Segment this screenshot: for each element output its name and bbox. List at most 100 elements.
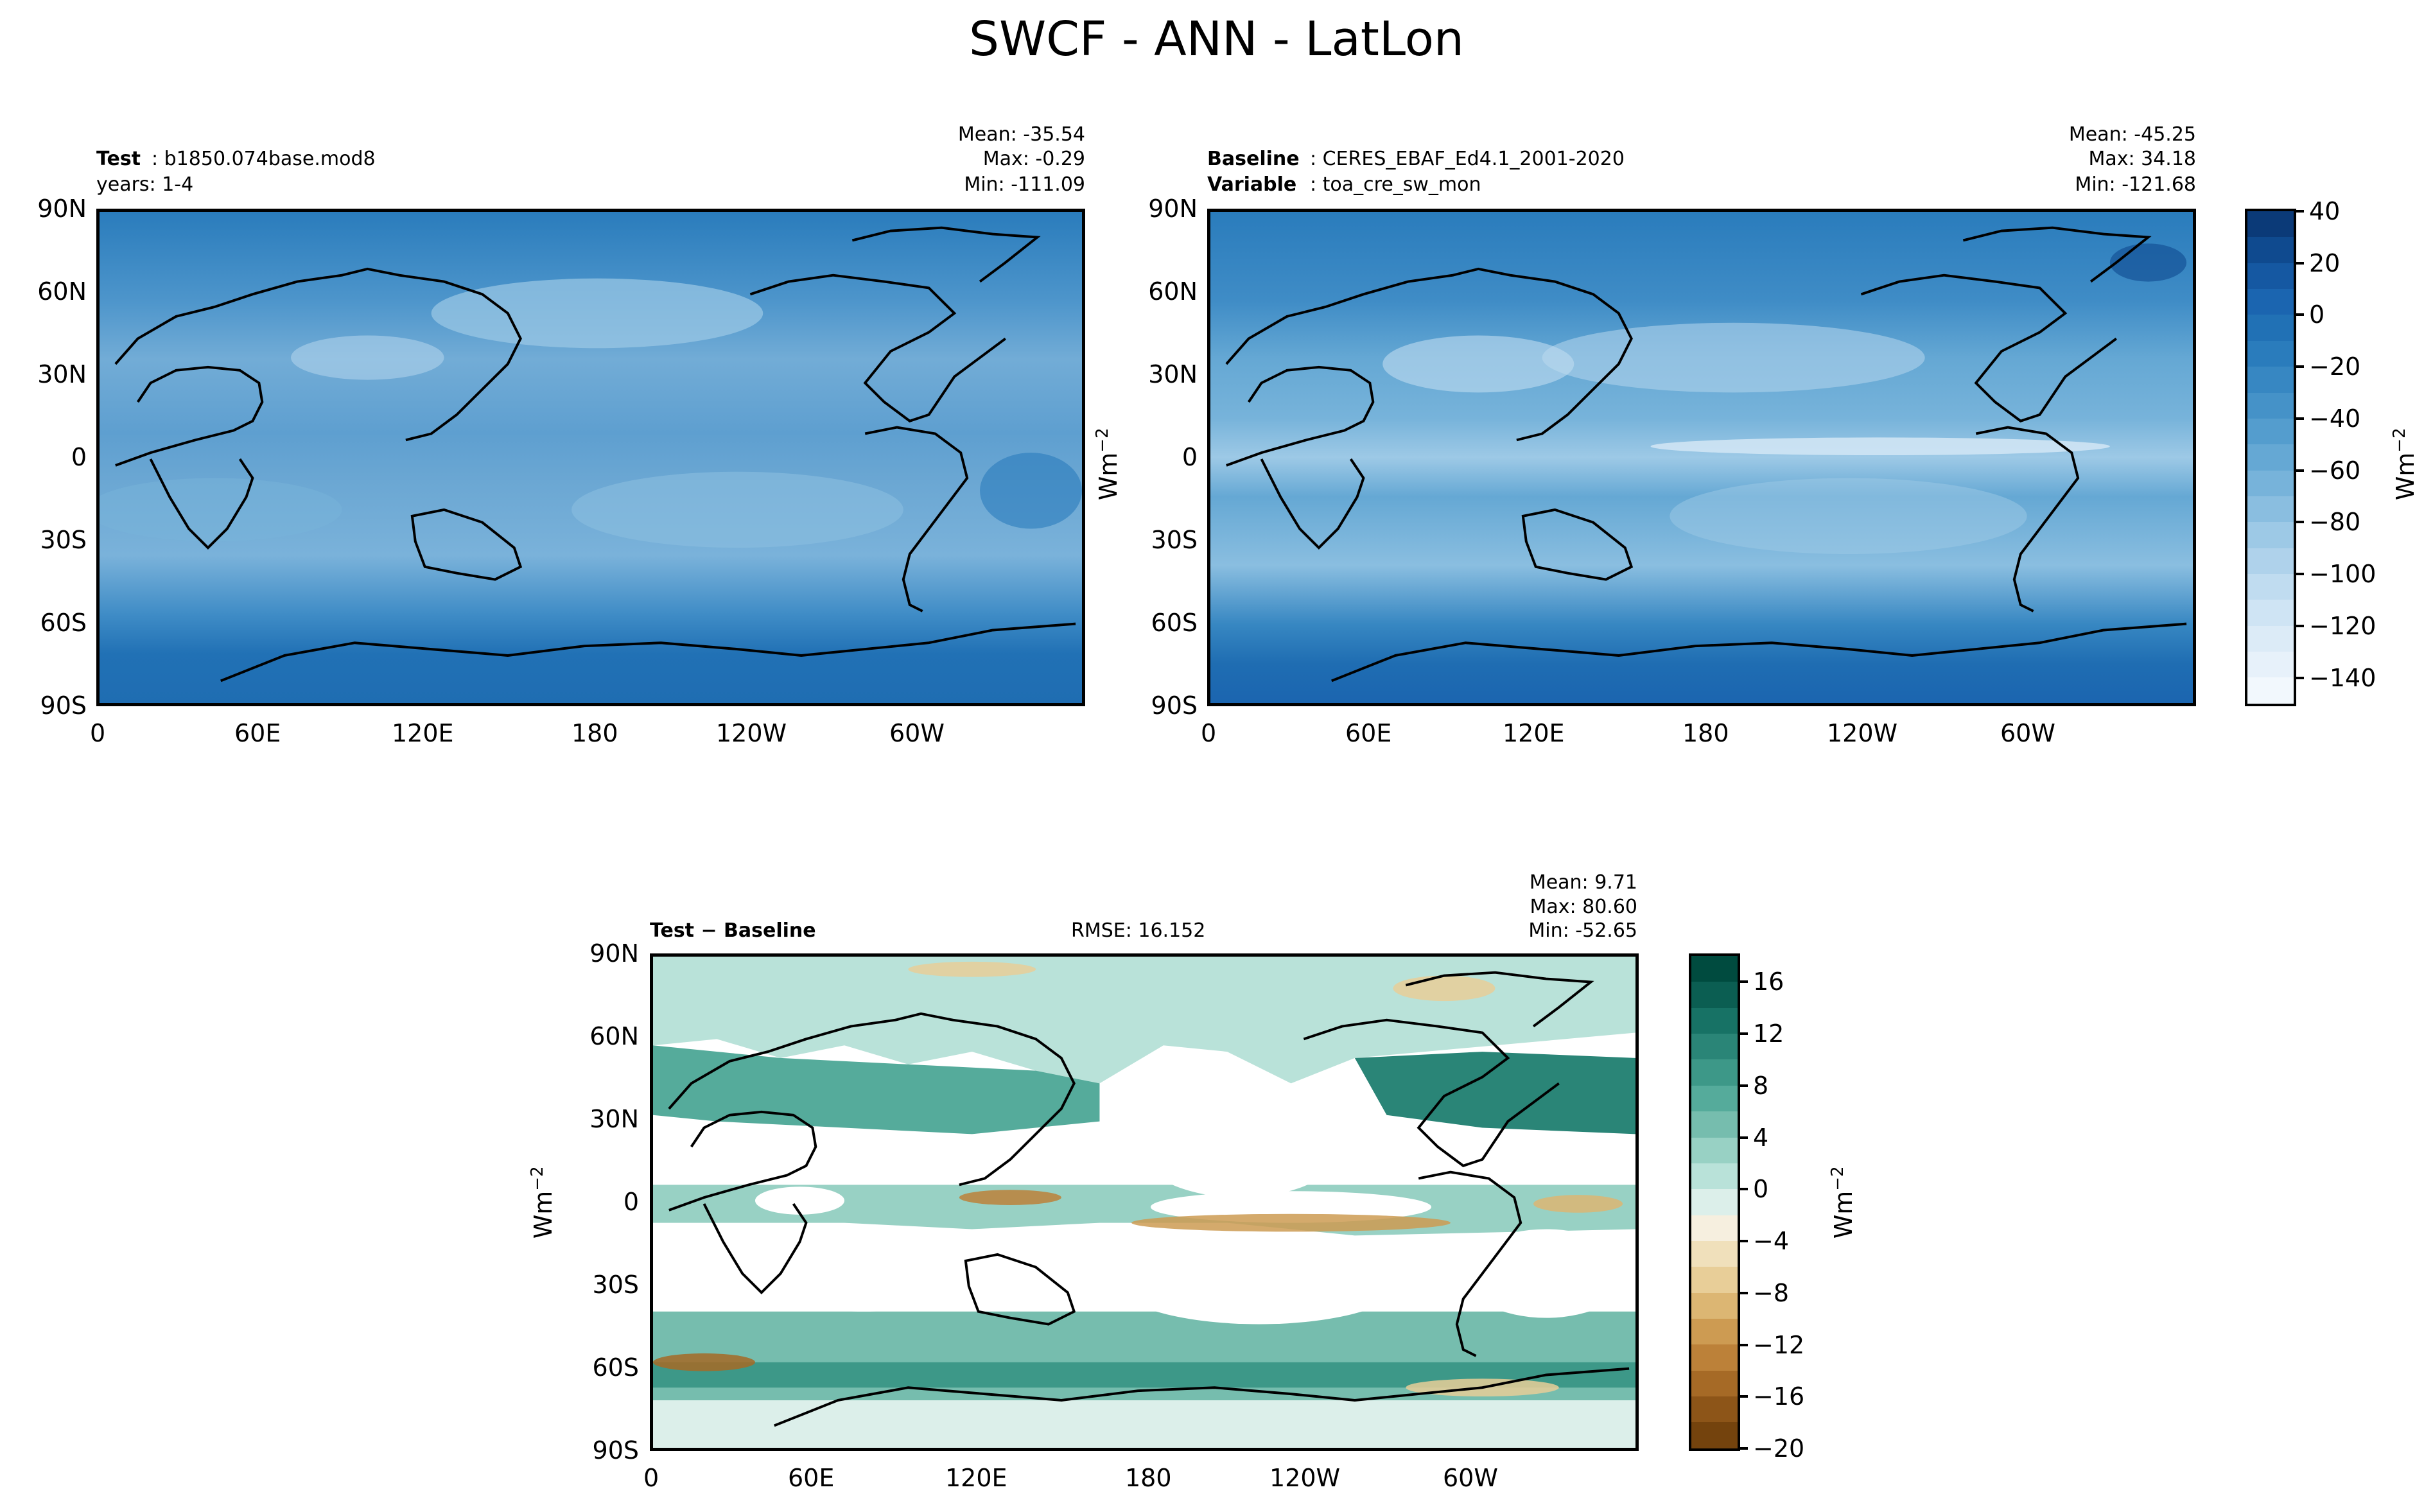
colorbar-tick-mark (2296, 313, 2304, 317)
colorbar-tick-label: 20 (2309, 248, 2341, 277)
colorbar-tick-mark (1740, 1240, 1748, 1243)
colorbar-segment (2247, 600, 2294, 626)
difference-map-svg (653, 957, 1635, 1448)
baseline-ytick: 90S (1151, 691, 1198, 720)
baseline-ytick: 0 (1182, 443, 1198, 471)
colorbar-segment (2247, 677, 2294, 704)
colorbar-tick-mark (2296, 676, 2304, 679)
colorbar-tick-label: −20 (2309, 352, 2361, 381)
baseline-xtick: 60W (2000, 719, 2055, 747)
colorbar-tick-label: −80 (2309, 508, 2361, 537)
colorbar-tick-mark (1740, 1032, 1748, 1036)
diff-ytick: 0 (623, 1188, 639, 1216)
colorbar-segment (2247, 392, 2294, 419)
test-map (96, 209, 1085, 706)
colorbar-segment (2247, 263, 2294, 290)
baseline-mean: Mean: -45.25 (2068, 123, 2196, 146)
colorbar-segment (1691, 1370, 1738, 1397)
test-xtick: 0 (90, 719, 106, 747)
baseline-xtick: 120E (1503, 719, 1565, 747)
test-min: Min: -111.09 (964, 173, 1085, 196)
colorbar-segment (1691, 1137, 1738, 1163)
diff-xtick: 120E (945, 1464, 1007, 1492)
colorbar-tick-label: 4 (1753, 1123, 1769, 1152)
colorbar-segment (1691, 1059, 1738, 1086)
colorbar-tick-label: 40 (2309, 197, 2341, 225)
colorbar-tick-mark (2296, 521, 2304, 524)
test-ytick: 90N (37, 195, 87, 223)
test-years: years: 1-4 (96, 173, 194, 196)
diff-ytick: 30N (589, 1105, 639, 1133)
colorbar-segment (2247, 548, 2294, 575)
colorbar-segment (1691, 1396, 1738, 1423)
colorbar-tick-label: −100 (2309, 560, 2376, 589)
diff-xtick: 60E (788, 1464, 835, 1492)
colorbar-segment (1691, 1007, 1738, 1034)
diff-ytick: 90S (592, 1436, 639, 1464)
diff-ytick: 60N (589, 1022, 639, 1050)
colorbar-segment (2247, 625, 2294, 652)
units-text: Wm (2391, 452, 2420, 501)
colorbar-tick-mark (2296, 624, 2304, 627)
baseline-units-left: Wm−2 (1093, 422, 1122, 506)
colorbar-tick-mark (1740, 980, 1748, 984)
colorbar-tick-mark (1740, 1188, 1748, 1191)
baseline-label-bold: Baseline (1207, 148, 1300, 170)
colorbar-segment (2247, 211, 2294, 238)
baseline-xtick: 0 (1201, 719, 1217, 747)
colorbar-segment (1691, 1189, 1738, 1215)
test-map-svg (100, 212, 1082, 703)
test-xtick: 180 (571, 719, 618, 747)
baseline-variable-bold: Variable (1207, 173, 1297, 196)
diff-mean: Mean: 9.71 (1529, 871, 1637, 894)
baseline-xtick: 60E (1345, 719, 1392, 747)
colorbar-segment (1691, 1085, 1738, 1112)
colorbar-segment (1691, 1292, 1738, 1319)
difference-colorbar (1689, 953, 1740, 1451)
colorbar-segment (2247, 367, 2294, 393)
diff-ytick: 60S (592, 1353, 639, 1382)
test-ytick: 30N (37, 360, 87, 388)
colorbar-segment (1691, 1111, 1738, 1138)
baseline-min: Min: -121.68 (2075, 173, 2196, 196)
colorbar-segment (1691, 956, 1738, 982)
colorbar-segment (1691, 1422, 1738, 1448)
colorbar-tick-mark (2296, 573, 2304, 576)
diff-ylabel: Wm−2 (528, 1161, 557, 1244)
colorbar-tick-label: −20 (1753, 1434, 1805, 1463)
colorbar-tick-mark (1740, 1395, 1748, 1398)
colorbar-segment (1691, 1240, 1738, 1267)
units-sup: −2 (528, 1166, 548, 1191)
colorbar-segment (1691, 982, 1738, 1008)
colorbar-tick-label: −4 (1753, 1227, 1790, 1256)
colorbar-tick-label: −140 (2309, 663, 2376, 692)
diff-max: Max: 80.60 (1530, 896, 1637, 918)
test-ytick: 0 (71, 443, 87, 471)
test-xtick: 120W (716, 719, 787, 747)
baseline-colorbar-units: Wm−2 (2390, 422, 2420, 506)
test-xtick: 60W (889, 719, 945, 747)
colorbar-tick-mark (2296, 417, 2304, 420)
colorbar-tick-mark (1740, 1084, 1748, 1087)
colorbar-tick-label: −8 (1753, 1278, 1790, 1307)
diff-xtick: 180 (1125, 1464, 1172, 1492)
colorbar-tick-label: 8 (1753, 1071, 1769, 1100)
test-mean: Mean: -35.54 (957, 123, 1085, 146)
diff-ytick: 90N (589, 939, 639, 968)
colorbar-segment (2247, 652, 2294, 678)
colorbar-segment (2247, 470, 2294, 496)
colorbar-segment (1691, 1319, 1738, 1345)
diff-xtick: 120W (1269, 1464, 1341, 1492)
test-label-bold: Test (96, 148, 141, 170)
baseline-ytick: 60S (1151, 609, 1198, 637)
test-xtick: 60E (234, 719, 281, 747)
baseline-max: Max: 34.18 (2088, 148, 2196, 170)
colorbar-tick-mark (2296, 365, 2304, 369)
colorbar-segment (2247, 574, 2294, 600)
colorbar-segment (2247, 340, 2294, 367)
colorbar-segment (2247, 315, 2294, 341)
baseline-ytick: 60N (1148, 277, 1198, 306)
colorbar-tick-label: −16 (1753, 1382, 1805, 1411)
colorbar-segment (1691, 1215, 1738, 1241)
baseline-ytick: 30N (1148, 360, 1198, 388)
